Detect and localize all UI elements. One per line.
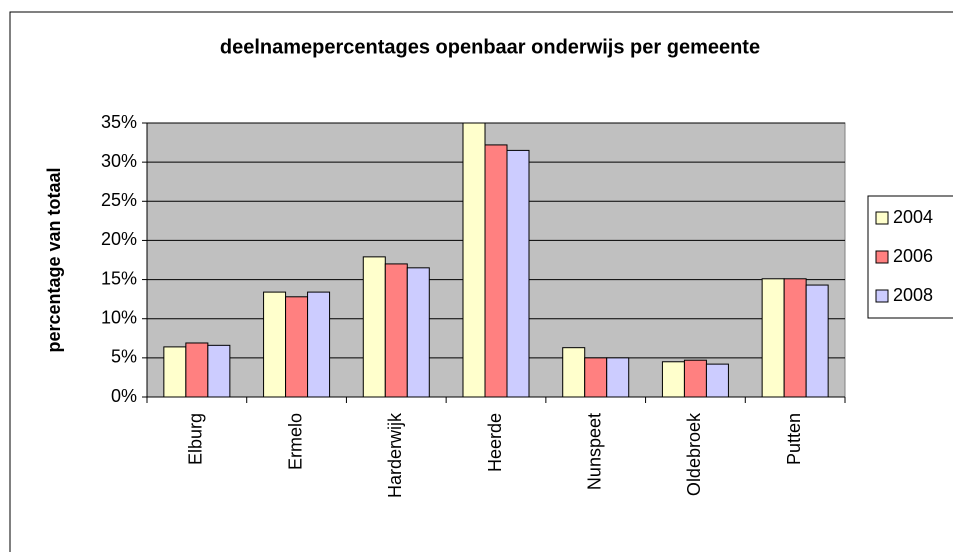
bar	[484, 144, 508, 398]
x-tick-label: Elburg	[186, 413, 206, 465]
chart-title: deelnamepercentages openbaar onderwijs p…	[220, 36, 760, 58]
bar	[285, 296, 309, 398]
y-tick-label: 25%	[101, 190, 137, 210]
y-axis-label: percentage van totaal	[44, 167, 64, 352]
bar	[207, 344, 231, 398]
y-tick-label: 35%	[101, 112, 137, 132]
y-tick-label: 20%	[101, 229, 137, 249]
x-tick-label: Ermelo	[285, 413, 305, 470]
bar	[805, 284, 829, 398]
bar	[263, 291, 287, 398]
legend-swatch	[875, 211, 889, 225]
bar	[462, 122, 486, 398]
bar	[584, 357, 608, 398]
legend-swatch	[875, 250, 889, 264]
y-tick-label: 10%	[101, 307, 137, 327]
y-tick-label: 0%	[111, 386, 137, 406]
bar	[163, 346, 187, 398]
x-tick-label: Harderwijk	[385, 412, 405, 498]
x-tick-label: Putten	[784, 413, 804, 465]
bar	[406, 267, 430, 398]
bar	[562, 347, 586, 398]
x-tick-label: Nunspeet	[584, 413, 604, 490]
y-tick-label: 30%	[101, 151, 137, 171]
bar	[506, 149, 530, 398]
bar	[705, 363, 729, 398]
y-tick-label: 15%	[101, 268, 137, 288]
legend-swatch	[875, 289, 889, 303]
bar	[307, 291, 331, 398]
bar	[384, 263, 408, 398]
legend-label: 2006	[893, 246, 933, 266]
x-tick-label: Oldebroek	[684, 412, 704, 496]
bar	[783, 278, 807, 398]
legend-label: 2004	[893, 207, 933, 227]
bar	[661, 361, 685, 398]
legend-label: 2008	[893, 285, 933, 305]
y-tick-label: 5%	[111, 347, 137, 367]
bar	[185, 342, 209, 398]
bar	[362, 256, 386, 398]
bar	[606, 357, 630, 398]
bar	[683, 359, 707, 398]
x-tick-label: Heerde	[485, 413, 505, 472]
bar	[761, 278, 785, 398]
